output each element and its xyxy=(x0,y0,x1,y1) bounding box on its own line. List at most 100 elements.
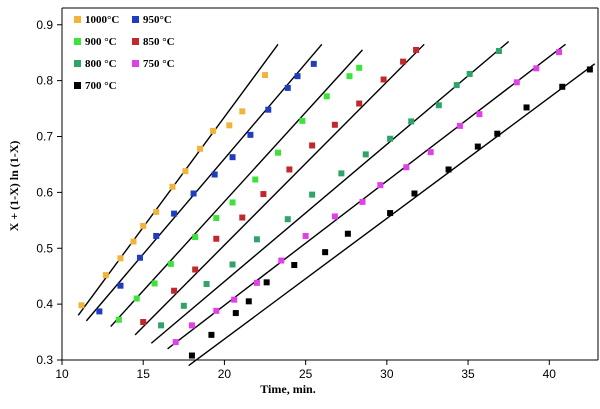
data-point xyxy=(284,84,291,91)
data-point xyxy=(476,111,483,118)
legend-swatch xyxy=(74,38,81,45)
data-point xyxy=(380,76,387,83)
data-point xyxy=(153,232,160,239)
data-point xyxy=(239,214,246,221)
x-axis-title: Time, min. xyxy=(260,382,315,396)
data-point xyxy=(140,319,147,326)
data-point xyxy=(252,176,259,183)
data-point xyxy=(78,302,85,309)
fit-line-3 xyxy=(134,43,425,336)
data-point xyxy=(294,73,301,80)
data-point xyxy=(586,66,593,73)
data-point xyxy=(413,46,420,53)
fit-line-0 xyxy=(77,43,279,316)
data-point xyxy=(229,154,236,161)
data-point xyxy=(229,199,236,206)
data-point xyxy=(559,83,566,90)
data-point xyxy=(344,230,351,237)
data-point xyxy=(310,60,317,67)
legend-swatch xyxy=(132,60,139,67)
data-point xyxy=(346,73,353,80)
data-point xyxy=(408,118,415,125)
data-point xyxy=(278,257,285,264)
data-point xyxy=(533,65,540,72)
data-point xyxy=(117,282,124,289)
data-point xyxy=(260,191,267,198)
data-point xyxy=(188,322,195,329)
data-point xyxy=(359,198,366,205)
data-point xyxy=(387,135,394,142)
legend-label: 900 °C xyxy=(85,36,117,48)
data-point xyxy=(245,298,252,305)
data-point xyxy=(445,166,452,173)
x-tick-label: 10 xyxy=(55,367,69,381)
data-point xyxy=(291,262,298,269)
legend-swatch xyxy=(132,16,139,23)
data-point xyxy=(211,171,218,178)
y-axis-title: X + (1-X) ln (1-X) xyxy=(7,141,21,232)
x-axis-ticks: 10 15 20 25 30 35 40 xyxy=(55,360,556,381)
data-point xyxy=(427,149,434,156)
x-tick-label: 20 xyxy=(218,367,232,381)
data-point xyxy=(284,216,291,223)
data-point xyxy=(302,232,309,239)
data-point xyxy=(115,316,122,323)
legend-swatch xyxy=(74,16,81,23)
data-point xyxy=(197,145,204,152)
data-point xyxy=(331,213,338,220)
data-point xyxy=(151,280,158,287)
x-tick-label: 40 xyxy=(543,367,557,381)
legend-label: 950°C xyxy=(143,14,172,26)
data-point xyxy=(192,266,199,273)
data-point xyxy=(96,308,103,315)
data-point xyxy=(167,260,174,267)
legend-label: 750 °C xyxy=(143,58,175,70)
data-point xyxy=(286,166,293,173)
data-point xyxy=(265,106,272,113)
data-point xyxy=(411,190,418,197)
data-point xyxy=(356,64,363,71)
data-point xyxy=(171,210,178,217)
y-axis-ticks: 0.3 0.4 0.5 0.6 0.7 0.8 0.9 xyxy=(36,18,62,367)
data-point xyxy=(262,72,269,79)
data-point xyxy=(231,296,238,303)
data-point xyxy=(309,191,316,198)
data-point xyxy=(322,249,329,256)
data-point xyxy=(232,310,239,317)
data-point xyxy=(403,164,410,171)
data-point xyxy=(456,122,463,129)
data-point xyxy=(203,281,210,288)
data-point xyxy=(140,222,147,229)
y-tick-label: 0.6 xyxy=(36,185,53,199)
fit-line-5 xyxy=(167,43,566,350)
data-point xyxy=(331,121,338,128)
data-point xyxy=(309,142,316,149)
legend-label: 800 °C xyxy=(85,58,117,70)
data-point xyxy=(362,151,369,158)
legend-label: 850 °C xyxy=(143,36,175,48)
x-tick-label: 15 xyxy=(137,367,151,381)
data-point xyxy=(190,190,197,197)
data-point xyxy=(172,339,179,346)
data-point xyxy=(400,58,407,65)
data-point xyxy=(523,104,530,111)
data-point xyxy=(229,261,236,268)
data-point xyxy=(435,102,442,109)
data-point xyxy=(453,82,460,89)
data-point xyxy=(210,127,217,134)
data-point xyxy=(377,182,384,189)
fit-line-2 xyxy=(110,49,364,327)
legend-label: 700 °C xyxy=(85,80,117,92)
data-point xyxy=(158,322,165,329)
data-point xyxy=(263,279,270,286)
data-point xyxy=(136,254,143,261)
y-tick-label: 0.8 xyxy=(36,74,53,88)
data-point xyxy=(474,143,481,150)
data-point xyxy=(171,287,178,294)
data-point xyxy=(338,170,345,177)
y-tick-label: 0.5 xyxy=(36,241,53,255)
data-point xyxy=(356,100,363,107)
legend-swatch xyxy=(132,38,139,45)
data-point xyxy=(275,149,282,156)
